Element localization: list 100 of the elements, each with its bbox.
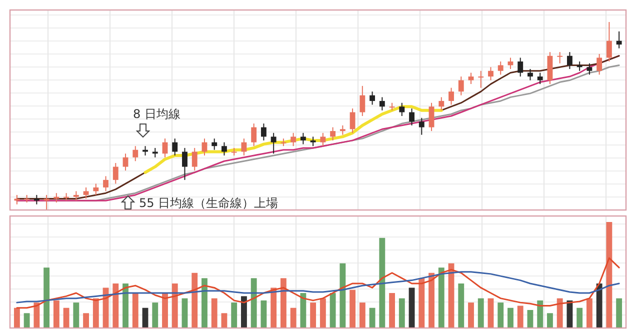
bar [270,288,277,328]
bar [458,283,464,328]
bar [182,298,188,328]
candlestick [222,142,227,156]
annotation: 55 日均線（生命線）上場 [139,196,278,210]
bar [556,298,563,328]
bar [369,308,376,328]
candlestick [93,183,99,196]
candlestick [251,123,257,147]
bar [340,263,346,328]
candlestick [606,22,612,62]
bar [122,283,128,328]
candlestick [73,190,79,202]
candlestick [418,117,424,136]
candlestick [152,147,158,158]
bar [537,300,544,328]
candlestick [103,176,108,192]
bar [241,296,247,328]
bar [112,283,119,328]
bar [468,302,474,328]
bar [616,298,622,328]
bar [231,302,238,328]
bar [83,313,89,328]
candlestick [399,102,405,116]
bar [202,278,208,328]
bar [152,302,158,328]
bar [478,298,484,328]
candlestick [172,138,178,156]
candlestick [320,132,326,147]
annotation: 8 日均線 [133,107,180,121]
bar [14,308,20,328]
bar [517,306,524,328]
bar [24,313,30,328]
candlestick [83,186,89,200]
candlestick [34,194,40,205]
bar [250,278,257,328]
bar [408,288,415,328]
candlestick [518,57,524,78]
candlestick [330,126,336,141]
bar [310,302,316,328]
bar [508,308,514,328]
bar [162,293,168,328]
bar [280,278,286,328]
bar [350,290,356,328]
bar [290,308,296,328]
bar [260,300,267,328]
candlestick [448,87,454,106]
candlestick [498,60,504,76]
candlestick [557,52,563,64]
candlestick [14,194,20,205]
bar [92,298,99,328]
bar [73,302,80,328]
candlestick [566,52,572,70]
bar [596,283,602,328]
candlestick [458,76,464,96]
bar [547,313,553,328]
bar [330,293,336,328]
candlestick [488,66,494,81]
bar [211,298,218,328]
candlestick [478,70,484,88]
candlestick [379,96,385,111]
bar [398,298,405,328]
candlestick [576,60,582,72]
bar [44,268,50,328]
candlestick [260,123,266,141]
bar [132,293,138,328]
bar [300,293,306,328]
bar [566,300,573,328]
bar [438,268,444,328]
candlestick [428,102,434,132]
bar [586,298,592,328]
candlestick [112,162,118,184]
candlestick [409,108,414,126]
candlestick [537,72,543,85]
bar [379,238,386,328]
candlestick [270,132,276,154]
candlestick [360,85,366,116]
candlestick [122,153,128,172]
bar [359,302,366,328]
candlestick [340,124,346,136]
bar [320,298,326,328]
candlestick [162,138,168,158]
candlestick [310,136,316,147]
bar [576,308,583,328]
bar [221,313,228,328]
candlestick [44,194,50,210]
bar [53,300,60,328]
candlestick [370,91,376,106]
bar [488,298,494,328]
candlestick [528,68,533,81]
candlestick [438,96,444,111]
bar [389,293,395,328]
candlestick [468,72,474,85]
candlestick [290,132,296,147]
bar [63,308,70,328]
bar [606,222,612,328]
bar [428,272,434,328]
candlestick [212,138,218,150]
bar [34,302,40,328]
bar [418,278,425,328]
